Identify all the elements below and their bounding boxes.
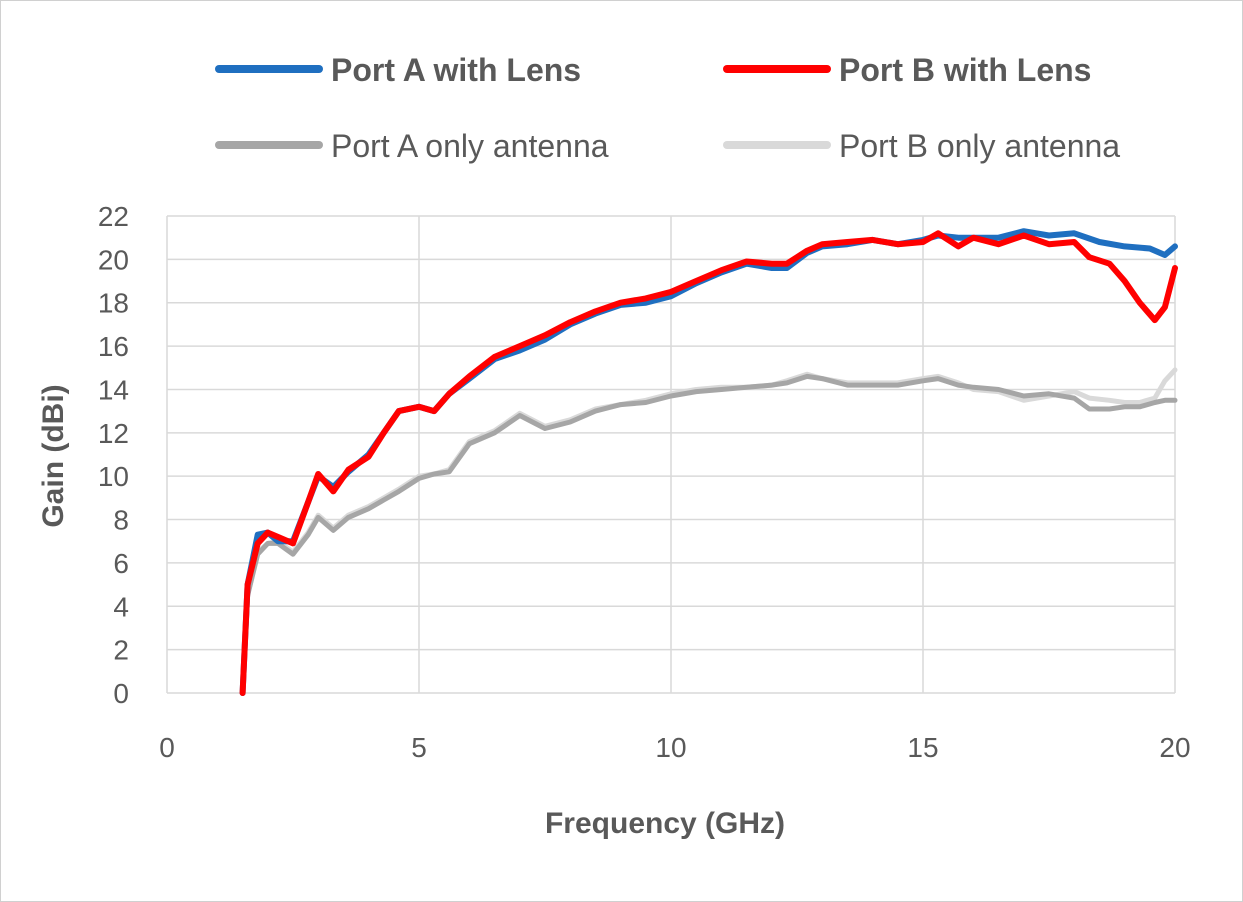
- tick-labels: 0 2 4 6 8 10 12 14 16 18 20 22 0 5 10 15 20: [98, 201, 1191, 763]
- y-tick-label-22: 22: [98, 201, 129, 232]
- y-tick-label-10: 10: [98, 461, 129, 492]
- legend-label-port-a-with-lens: Port A with Lens: [331, 52, 581, 88]
- x-tick-label-20: 20: [1159, 732, 1190, 763]
- x-tick-label-5: 5: [411, 732, 427, 763]
- y-tick-label-20: 20: [98, 244, 129, 275]
- y-tick-label-18: 18: [98, 288, 129, 319]
- y-tick-label-12: 12: [98, 418, 129, 449]
- series-line-port-b-only-antenna: [240, 367, 1178, 696]
- y-tick-label-14: 14: [98, 374, 129, 405]
- series-line-port-b-with-lens: [239, 230, 1178, 696]
- y-tick-label-16: 16: [98, 331, 129, 362]
- x-tick-label-15: 15: [907, 732, 938, 763]
- y-tick-label-6: 6: [113, 548, 129, 579]
- y-tick-label-0: 0: [113, 678, 129, 709]
- legend-label-port-b-only-antenna: Port B only antenna: [839, 128, 1120, 164]
- x-axis-title: Frequency (GHz): [545, 807, 785, 840]
- y-tick-label-8: 8: [113, 505, 129, 536]
- x-tick-label-0: 0: [159, 732, 175, 763]
- legend-label-port-b-with-lens: Port B with Lens: [839, 52, 1091, 88]
- legend: Port A with Lens Port B with Lens Port A o…: [215, 52, 1120, 164]
- grid: [166, 215, 1176, 694]
- series-line-port-a-only-antenna: [240, 373, 1178, 696]
- x-tick-label-10: 10: [655, 732, 686, 763]
- legend-label-port-a-only-antenna: Port A only antenna: [331, 128, 609, 164]
- y-tick-label-2: 2: [113, 635, 129, 666]
- y-axis-title: Gain (dBi): [37, 384, 70, 527]
- y-tick-label-4: 4: [113, 591, 129, 622]
- series-lines: [239, 228, 1178, 696]
- series-line-port-a-with-lens: [239, 228, 1178, 696]
